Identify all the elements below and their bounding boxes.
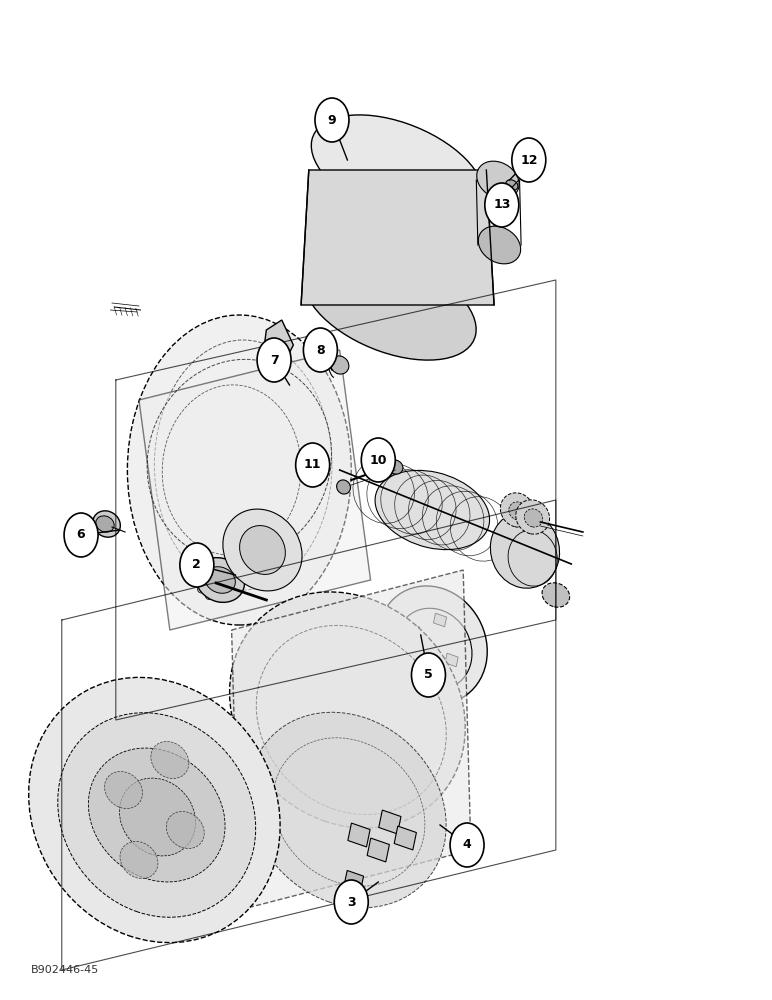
Ellipse shape <box>337 480 350 494</box>
Ellipse shape <box>227 592 235 600</box>
Polygon shape <box>262 320 293 382</box>
Text: 2: 2 <box>192 558 201 572</box>
Text: 8: 8 <box>316 344 325 357</box>
Circle shape <box>450 823 484 867</box>
Circle shape <box>296 443 330 487</box>
Circle shape <box>485 183 519 227</box>
Ellipse shape <box>504 192 515 202</box>
Ellipse shape <box>104 771 143 809</box>
Bar <box>348 823 370 847</box>
Bar <box>433 613 447 627</box>
Bar <box>418 663 432 677</box>
Ellipse shape <box>229 592 466 828</box>
Polygon shape <box>232 570 471 910</box>
Ellipse shape <box>96 516 114 532</box>
Ellipse shape <box>198 567 205 575</box>
Circle shape <box>303 328 337 372</box>
Ellipse shape <box>205 567 235 593</box>
Ellipse shape <box>58 713 256 917</box>
Text: 12: 12 <box>520 153 537 166</box>
Ellipse shape <box>235 585 242 593</box>
Bar <box>394 826 416 850</box>
Ellipse shape <box>375 470 489 550</box>
Circle shape <box>180 543 214 587</box>
Ellipse shape <box>120 778 195 856</box>
Text: 6: 6 <box>76 528 86 542</box>
Ellipse shape <box>249 712 446 908</box>
Ellipse shape <box>227 560 235 568</box>
Circle shape <box>315 98 349 142</box>
Ellipse shape <box>216 594 224 602</box>
Circle shape <box>512 138 546 182</box>
Ellipse shape <box>524 509 543 527</box>
Circle shape <box>257 338 291 382</box>
Ellipse shape <box>195 558 245 602</box>
Bar <box>367 838 389 862</box>
Text: 11: 11 <box>304 458 321 472</box>
Bar <box>445 653 459 667</box>
Ellipse shape <box>88 748 225 882</box>
Text: 10: 10 <box>370 454 387 466</box>
Polygon shape <box>139 350 371 630</box>
Ellipse shape <box>198 585 205 593</box>
Ellipse shape <box>311 115 484 225</box>
Bar <box>344 870 364 894</box>
Ellipse shape <box>516 500 550 534</box>
Ellipse shape <box>506 180 518 190</box>
Circle shape <box>64 513 98 557</box>
Ellipse shape <box>223 509 302 591</box>
Ellipse shape <box>509 502 527 520</box>
Bar <box>379 810 401 834</box>
Ellipse shape <box>378 586 487 704</box>
Ellipse shape <box>500 493 534 527</box>
Ellipse shape <box>93 511 120 537</box>
Circle shape <box>334 880 368 924</box>
Ellipse shape <box>490 512 560 588</box>
Ellipse shape <box>195 576 202 584</box>
Ellipse shape <box>216 558 224 566</box>
Ellipse shape <box>29 677 280 943</box>
Ellipse shape <box>238 576 245 584</box>
Ellipse shape <box>127 315 351 625</box>
Circle shape <box>411 653 445 697</box>
Text: 9: 9 <box>327 113 337 126</box>
Ellipse shape <box>479 226 520 264</box>
Text: 3: 3 <box>347 896 356 908</box>
Ellipse shape <box>330 356 349 374</box>
Ellipse shape <box>151 741 189 779</box>
Ellipse shape <box>239 526 286 574</box>
Circle shape <box>361 438 395 482</box>
Text: 5: 5 <box>424 668 433 682</box>
Ellipse shape <box>477 161 519 199</box>
Ellipse shape <box>388 460 403 474</box>
Text: 13: 13 <box>493 198 510 212</box>
Ellipse shape <box>542 583 570 607</box>
Text: 4: 4 <box>462 838 472 852</box>
Ellipse shape <box>235 567 242 575</box>
Ellipse shape <box>120 841 158 879</box>
Polygon shape <box>301 170 494 305</box>
Ellipse shape <box>166 811 205 849</box>
Ellipse shape <box>205 560 213 568</box>
Bar <box>406 623 420 637</box>
Ellipse shape <box>303 250 476 360</box>
Ellipse shape <box>205 592 213 600</box>
Text: 7: 7 <box>269 354 279 366</box>
Text: B902446-45: B902446-45 <box>31 965 99 975</box>
